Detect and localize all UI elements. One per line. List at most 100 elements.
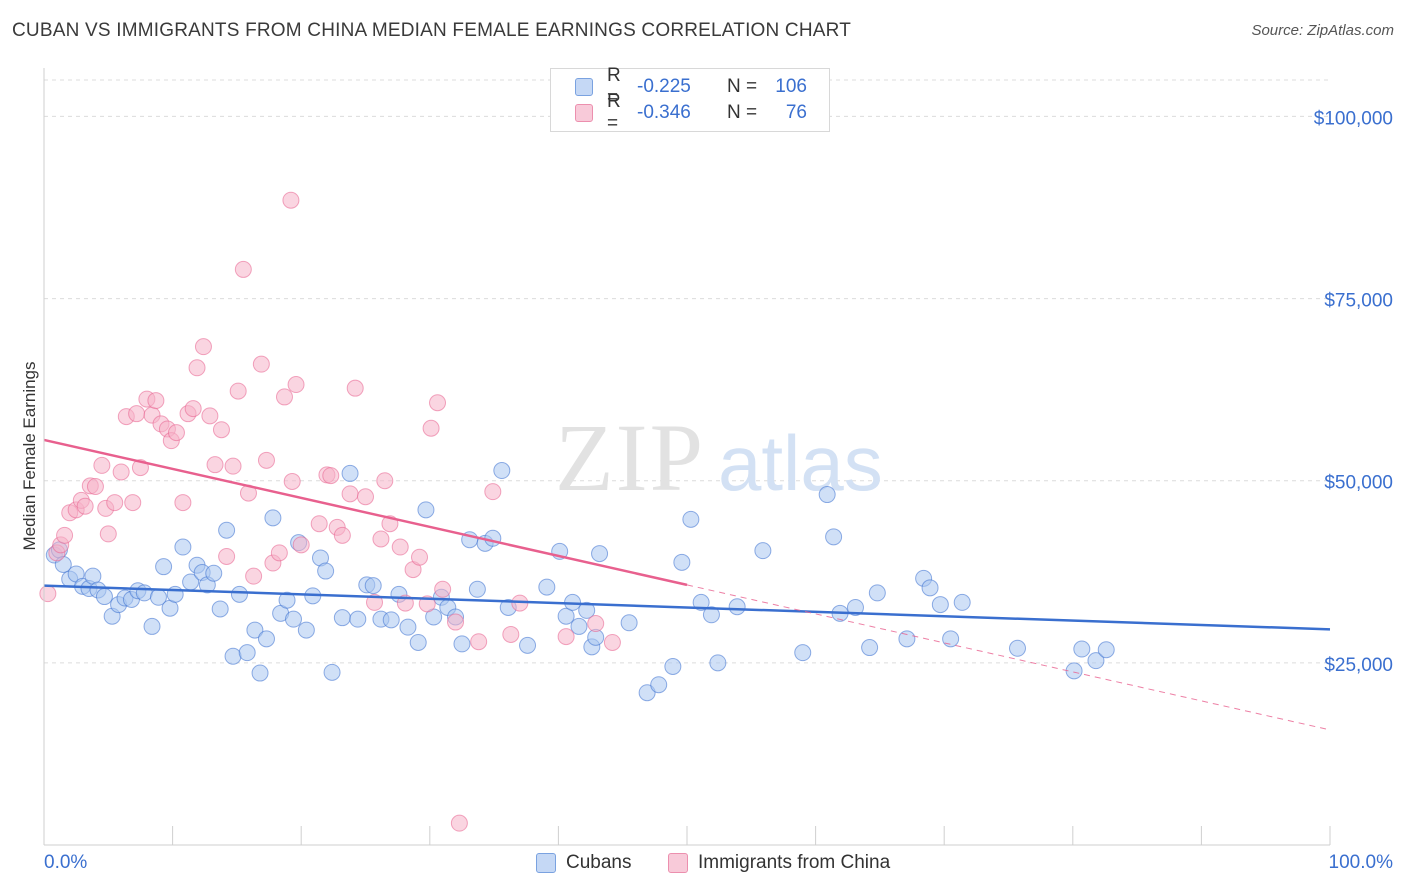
data-point-china — [310, 515, 328, 533]
data-point-cubans — [297, 621, 315, 639]
data-point-cubans — [1073, 640, 1091, 658]
data-point-cubans — [673, 553, 691, 571]
data-point-china — [128, 405, 146, 423]
data-point-cubans — [519, 636, 537, 654]
legend-r-value: -0.225 — [637, 76, 691, 97]
data-point-cubans — [323, 663, 341, 681]
x-axis-min-label: 0.0% — [44, 852, 88, 873]
chart-title: CUBAN VS IMMIGRANTS FROM CHINA MEDIAN FE… — [12, 20, 852, 41]
data-point-china — [282, 191, 300, 209]
y-tick-label: $25,000 — [1324, 655, 1393, 676]
watermark-atlas: atlas — [718, 419, 883, 507]
data-point-china — [188, 359, 206, 377]
data-point-cubans — [702, 606, 720, 624]
data-point-china — [194, 338, 212, 356]
data-point-china — [229, 382, 247, 400]
data-point-china — [283, 472, 301, 490]
data-point-china — [484, 483, 502, 501]
data-point-cubans — [238, 644, 256, 662]
y-tick-label: $75,000 — [1324, 291, 1393, 312]
data-point-cubans — [825, 528, 843, 546]
data-point-cubans — [417, 501, 435, 519]
data-point-cubans — [174, 538, 192, 556]
data-point-cubans — [692, 593, 710, 611]
data-point-china — [86, 478, 104, 496]
data-point-cubans — [230, 585, 248, 603]
data-point-cubans — [921, 579, 939, 597]
data-point-china — [287, 376, 305, 394]
data-point-china — [234, 260, 252, 278]
bottom-legend-swatch-pink — [668, 853, 688, 873]
bottom-legend-label: Immigrants from China — [698, 852, 891, 873]
data-point-china — [257, 451, 275, 469]
data-point-china — [56, 526, 74, 544]
data-point-china — [275, 388, 293, 406]
data-point-cubans — [664, 658, 682, 675]
data-point-china — [93, 456, 111, 474]
data-point-cubans — [942, 630, 960, 648]
data-point-cubans — [251, 664, 269, 682]
points — [39, 191, 1115, 832]
legend-n-label: N = — [727, 102, 758, 123]
legend-n-label: N = — [727, 76, 758, 97]
legend: R = -0.225 N = 106 R = -0.346 N = 76 — [550, 65, 830, 134]
data-point-cubans — [409, 633, 427, 651]
data-point-china — [76, 497, 94, 515]
legend-n-value: 76 — [785, 102, 807, 123]
data-point-cubans — [620, 614, 638, 632]
data-point-china — [357, 488, 374, 506]
data-point-cubans — [382, 611, 400, 629]
data-point-cubans — [95, 588, 113, 606]
data-point-cubans — [1097, 641, 1115, 659]
data-point-cubans — [399, 618, 417, 636]
data-point-cubans — [818, 486, 836, 504]
legend-swatch-pink — [575, 104, 593, 122]
data-point-cubans — [468, 580, 486, 598]
data-point-china — [245, 567, 263, 585]
data-point-china — [603, 633, 621, 651]
y-tick-label: $50,000 — [1324, 473, 1393, 494]
data-point-cubans — [333, 609, 351, 627]
data-point-cubans — [682, 510, 700, 528]
data-point-china — [184, 400, 202, 418]
data-point-china — [212, 421, 230, 439]
data-point-cubans — [155, 558, 173, 576]
data-point-china — [346, 379, 364, 397]
bottom-legend-swatch-blue — [536, 853, 556, 873]
data-point-cubans — [868, 584, 886, 602]
data-point-cubans — [211, 600, 229, 618]
data-point-china — [201, 407, 219, 425]
legend-row-cubans: R = -0.225 N = 106 — [575, 65, 807, 108]
data-point-cubans — [591, 545, 609, 563]
data-point-china — [372, 530, 390, 548]
chart-source: Source: ZipAtlas.com — [1251, 22, 1394, 39]
data-point-cubans — [493, 462, 511, 480]
data-point-cubans — [143, 617, 161, 635]
trend-line-cubans — [43, 584, 1331, 631]
y-axis-label: Median Female Earnings — [20, 362, 39, 551]
data-point-cubans — [846, 598, 864, 616]
data-point-china — [39, 585, 57, 603]
data-point-cubans — [861, 639, 879, 657]
data-point-cubans — [898, 630, 916, 648]
data-point-china — [502, 625, 520, 643]
data-point-cubans — [349, 610, 367, 628]
data-point-cubans — [557, 607, 575, 625]
data-point-china — [450, 814, 468, 832]
legend-r-label: R = — [607, 65, 621, 108]
legend-swatch-blue — [575, 78, 593, 96]
data-point-cubans — [317, 562, 335, 580]
data-point-cubans — [794, 644, 812, 662]
data-point-china — [366, 593, 384, 611]
data-point-china — [124, 494, 142, 512]
data-point-cubans — [650, 676, 668, 694]
axes: $25,000 $50,000 $75,000 $100,000 — [43, 68, 1393, 846]
data-point-china — [333, 526, 351, 544]
data-point-china — [411, 548, 429, 566]
data-point-cubans — [224, 647, 242, 665]
data-point-china — [174, 494, 192, 512]
data-point-china — [429, 394, 447, 412]
data-point-cubans — [484, 529, 502, 547]
data-point-cubans — [570, 617, 588, 635]
data-point-cubans — [218, 521, 236, 539]
